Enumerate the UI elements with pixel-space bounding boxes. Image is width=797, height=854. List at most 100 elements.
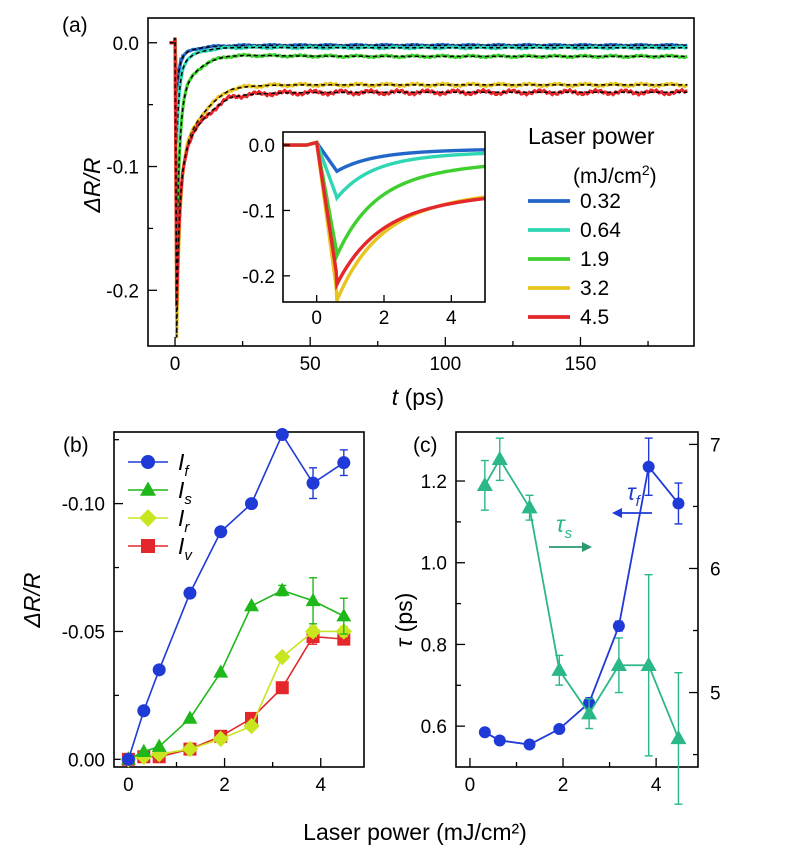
a-fit-0.64 bbox=[169, 37, 688, 144]
b-point-s bbox=[213, 664, 229, 678]
c-xtick-label: 2 bbox=[558, 775, 569, 796]
a-ytick-label: -0.1 bbox=[106, 158, 139, 179]
inset-ytick-label: -0.2 bbox=[242, 267, 275, 288]
panel-a-xlabel: t (ps) bbox=[392, 384, 444, 410]
b-point-f bbox=[245, 497, 258, 511]
legend-label: 4.5 bbox=[580, 306, 609, 329]
inset-xtick-label: 2 bbox=[379, 308, 390, 329]
b-line-r bbox=[128, 630, 344, 761]
tau-f-annotation: τf bbox=[612, 479, 652, 518]
c-ytick-right-label: 7 bbox=[710, 435, 721, 456]
b-point-s bbox=[305, 592, 321, 607]
c-ytick-left-label: 0.8 bbox=[421, 635, 447, 656]
a-xtick-label: 0 bbox=[170, 354, 181, 375]
c-point-s bbox=[670, 729, 687, 745]
panel-c-ticks: 0 2 4 0.6 0.8 1.0 1.2 5 6 7 bbox=[421, 435, 721, 796]
b-point-f bbox=[337, 456, 351, 470]
c-point-f bbox=[612, 620, 625, 633]
b-xtick-label: 4 bbox=[315, 775, 326, 796]
tau-s-annotation-label: τs bbox=[556, 511, 573, 542]
b-point-s bbox=[182, 710, 198, 724]
panel-a-ticks: 0 50 100 150 0.0 -0.1 -0.2 bbox=[106, 34, 649, 375]
b-ytick-label: 0.00 bbox=[68, 750, 105, 771]
inset-series-4.5 bbox=[283, 140, 485, 291]
c-point-f bbox=[642, 460, 655, 473]
b-legend-marker-r bbox=[139, 509, 157, 527]
panel-b-label: (b) bbox=[63, 434, 89, 457]
c-xtick-label: 4 bbox=[651, 775, 662, 796]
b-legend-marker-f bbox=[141, 455, 155, 469]
b-legend-marker-s bbox=[139, 481, 157, 496]
legend-label: 3.2 bbox=[580, 277, 609, 300]
c-point-f bbox=[523, 738, 536, 751]
b-xtick-label: 0 bbox=[123, 775, 134, 796]
panel-a-label: (a) bbox=[62, 14, 88, 37]
panel-a-legend: Laser power (mJ/cm2) 0.32 0.64 1.9 3.2 4.5 bbox=[528, 123, 657, 329]
c-point-s bbox=[640, 656, 657, 671]
c-ytick-right-label: 5 bbox=[710, 684, 721, 705]
legend-unit: (mJ/cm2) bbox=[573, 162, 657, 188]
a-ytick-label: 0.0 bbox=[113, 34, 139, 55]
b-series-f bbox=[121, 428, 351, 766]
tau-s-annotation: τs bbox=[549, 511, 592, 552]
legend-label: 0.64 bbox=[580, 219, 621, 242]
b-legend-label: Is bbox=[178, 477, 192, 508]
b-line-v bbox=[128, 635, 344, 761]
panel-a: (a) 0 50 100 150 0.0 -0.1 -0.2 ΔR/R t (ps) 0 2 4… bbox=[62, 14, 695, 410]
panel-c-series bbox=[476, 437, 687, 805]
inset-background bbox=[283, 132, 485, 302]
tau-f-annotation-label: τf bbox=[627, 479, 642, 510]
b-point-r bbox=[243, 717, 260, 735]
a-xtick-label: 100 bbox=[429, 354, 461, 375]
c-point-s bbox=[491, 450, 508, 465]
a-fit-1.9 bbox=[169, 37, 688, 252]
inset-curves bbox=[283, 140, 485, 302]
b-ytick-label: -0.05 bbox=[62, 622, 105, 643]
panel-b-frame bbox=[113, 431, 365, 768]
b-ytick-label: -0.10 bbox=[62, 495, 105, 516]
c-xtick-label: 0 bbox=[465, 775, 476, 796]
tau-s-arrowhead bbox=[582, 542, 592, 552]
c-point-f bbox=[553, 723, 566, 736]
inset-xtick-label: 0 bbox=[311, 308, 322, 329]
panel-c-label: (c) bbox=[413, 434, 438, 457]
c-point-s bbox=[476, 476, 493, 492]
c-point-s bbox=[551, 661, 568, 676]
inset-ytick-label: -0.1 bbox=[242, 201, 275, 222]
a-fit-4.5 bbox=[169, 37, 688, 307]
legend-title: Laser power bbox=[528, 123, 655, 149]
inset-xtick-label: 4 bbox=[446, 308, 457, 329]
b-point-v bbox=[275, 681, 289, 695]
b-point-f bbox=[275, 428, 289, 442]
c-ytick-right-label: 6 bbox=[710, 559, 721, 580]
b-point-f bbox=[306, 476, 320, 490]
b-point-s bbox=[151, 738, 167, 752]
panel-b-ticks: 0 2 4 0.00 -0.05 -0.10 bbox=[62, 439, 326, 796]
panel-c-ylabel: τ (ps) bbox=[391, 593, 417, 648]
c-point-s bbox=[521, 499, 538, 514]
c-point-f bbox=[478, 726, 491, 739]
a-ytick-label: -0.2 bbox=[106, 281, 139, 302]
c-ytick-left-label: 1.2 bbox=[421, 472, 447, 493]
c-series-f bbox=[478, 437, 685, 751]
panel-c: (c) 0 2 4 0.6 0.8 1.0 1.2 5 6 7 τ (ps) τf τs bbox=[391, 431, 721, 805]
b-point-f bbox=[214, 525, 228, 539]
panel-b-series bbox=[120, 428, 353, 768]
b-point-f bbox=[183, 586, 197, 600]
panel-b-ylabel: ΔR/R bbox=[19, 572, 45, 628]
b-legend-label: If bbox=[178, 449, 190, 480]
b-point-f bbox=[152, 663, 166, 677]
b-point-f bbox=[121, 752, 135, 766]
c-ytick-left-label: 0.6 bbox=[421, 717, 447, 738]
inset-ytick-label: 0.0 bbox=[249, 136, 275, 157]
a-fit-0.32 bbox=[169, 37, 688, 93]
panel-a-inset: 0 2 4 0.0 -0.1 -0.2 bbox=[242, 131, 486, 329]
panel-a-frame bbox=[147, 17, 695, 347]
b-point-r bbox=[212, 730, 229, 748]
tau-f-arrowhead bbox=[612, 508, 622, 518]
b-point-s bbox=[336, 608, 352, 622]
b-legend-marker-v bbox=[141, 539, 155, 553]
